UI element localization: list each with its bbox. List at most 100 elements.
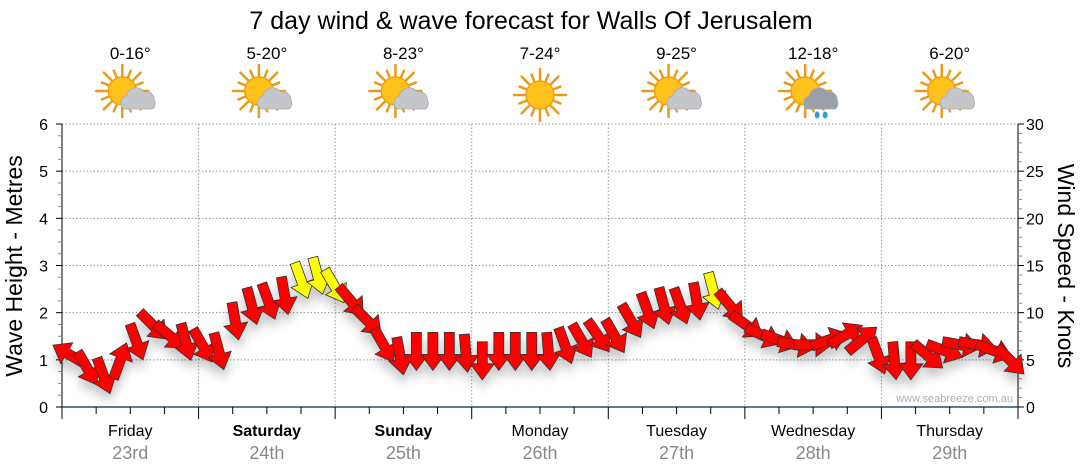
sun-ray xyxy=(270,81,281,87)
right-axis-title: Wind Speed - Knots xyxy=(1053,164,1079,369)
day-name-label: Sunday xyxy=(375,423,433,440)
temperature-range-label: 9-25° xyxy=(656,44,697,63)
wind-arrow xyxy=(518,331,545,372)
sun-ray xyxy=(399,69,406,80)
wind-arrow xyxy=(207,331,232,371)
temperature-range-label: 5-20° xyxy=(246,44,287,63)
sun-ray xyxy=(950,71,962,83)
cloud-shape xyxy=(939,87,975,110)
wind-arrow xyxy=(600,316,628,354)
wind-arrow xyxy=(553,325,578,365)
sun-ray xyxy=(530,106,536,117)
sun-ray xyxy=(544,73,550,84)
sun-ray xyxy=(551,99,562,105)
day-date-label: 23rd xyxy=(112,443,148,463)
chart-title: 7 day wind & wave forecast for Walls Of … xyxy=(249,7,812,35)
wind-arrow xyxy=(635,290,661,330)
left-tick-label: 3 xyxy=(39,259,48,276)
wind-arrow xyxy=(469,341,496,381)
sun-icon xyxy=(512,67,568,123)
sun-ray xyxy=(783,81,794,87)
temperature-range-label: 8-23° xyxy=(383,44,424,63)
sun-cloud-icon xyxy=(231,63,293,119)
sun-ray xyxy=(520,103,532,115)
sun-ray xyxy=(112,69,119,80)
sun-ray xyxy=(646,95,657,101)
wind-arrow xyxy=(223,301,249,341)
sun-ray xyxy=(102,99,114,111)
sun-ray xyxy=(375,99,387,111)
sun-ray xyxy=(953,81,964,87)
sun-ray xyxy=(518,99,529,105)
left-tick-label: 1 xyxy=(39,353,48,370)
sun-ray xyxy=(677,71,689,83)
day-name-label: Wednesday xyxy=(771,423,855,440)
wind-arrow xyxy=(108,342,133,381)
day-date-label: 25th xyxy=(386,443,421,463)
left-axis-title: Wave Height - Metres xyxy=(1,155,27,377)
sun-ray xyxy=(239,99,251,111)
sun-ray xyxy=(237,95,248,101)
sun-ray xyxy=(816,81,827,87)
sun-ray xyxy=(922,71,934,83)
sun-ray xyxy=(249,102,255,113)
sun-ray xyxy=(932,102,938,113)
day-name-label: Friday xyxy=(108,423,152,440)
sun-ray xyxy=(680,81,691,87)
wind-arrow xyxy=(289,260,315,300)
sun-ray xyxy=(249,69,255,80)
sun-ray xyxy=(373,95,384,101)
day-name-label: Monday xyxy=(512,423,569,440)
day-date-label: 24th xyxy=(249,443,284,463)
sun-ray xyxy=(262,69,269,80)
wind-arrow xyxy=(992,343,1025,375)
sun-ray xyxy=(920,95,931,101)
sun-ray xyxy=(548,103,560,115)
sun-ray xyxy=(100,95,111,101)
right-tick-label: 25 xyxy=(1026,164,1044,181)
wind-arrow xyxy=(272,275,298,316)
axes: 0 1 2 3 4 5 6 0 5 10 15 20 25 30 xyxy=(39,117,1044,419)
sun-ray xyxy=(551,85,562,91)
sun-ray xyxy=(932,69,938,80)
sun-ray xyxy=(385,69,392,80)
wind-arrow xyxy=(684,281,710,321)
sun-cloud-icon xyxy=(641,63,702,119)
sun-ray xyxy=(548,75,560,87)
sun-ray xyxy=(126,69,132,80)
left-tick-label: 6 xyxy=(39,117,48,134)
day-name-label: Tuesday xyxy=(646,423,707,440)
sun-ray xyxy=(785,99,797,111)
day-date-label: 28th xyxy=(796,443,831,463)
sun-cloud-icon xyxy=(95,63,156,119)
sun-ray xyxy=(648,71,660,83)
sun-ray xyxy=(404,71,416,83)
sun-ray xyxy=(237,81,248,87)
sun-ray xyxy=(922,99,934,111)
wind-arrow xyxy=(436,331,463,372)
sun-ray xyxy=(133,81,144,87)
day-date-label: 26th xyxy=(522,443,557,463)
left-tick-label: 0 xyxy=(39,400,48,417)
right-tick-label: 30 xyxy=(1026,117,1044,134)
right-tick-label: 15 xyxy=(1026,259,1044,276)
sun-ray xyxy=(809,69,815,80)
left-tick-label: 5 xyxy=(39,164,48,181)
sun-ray xyxy=(112,102,119,113)
sun-ray xyxy=(544,106,550,117)
temperature-range-label: 12-18° xyxy=(788,44,838,63)
sun-ray xyxy=(795,69,802,80)
sun-ray xyxy=(100,81,111,87)
day-date-label: 29th xyxy=(932,443,967,463)
rain-drop xyxy=(814,111,820,119)
day-name-label: Thursday xyxy=(916,423,983,440)
wind-arrow xyxy=(124,321,150,361)
right-tick-label: 10 xyxy=(1026,306,1044,323)
sun-ray xyxy=(658,102,665,113)
left-tick-label: 4 xyxy=(39,211,48,228)
right-tick-label: 0 xyxy=(1026,400,1035,417)
sun-ray xyxy=(530,73,536,84)
wind-arrow xyxy=(898,341,924,381)
sun-ray xyxy=(658,69,665,80)
